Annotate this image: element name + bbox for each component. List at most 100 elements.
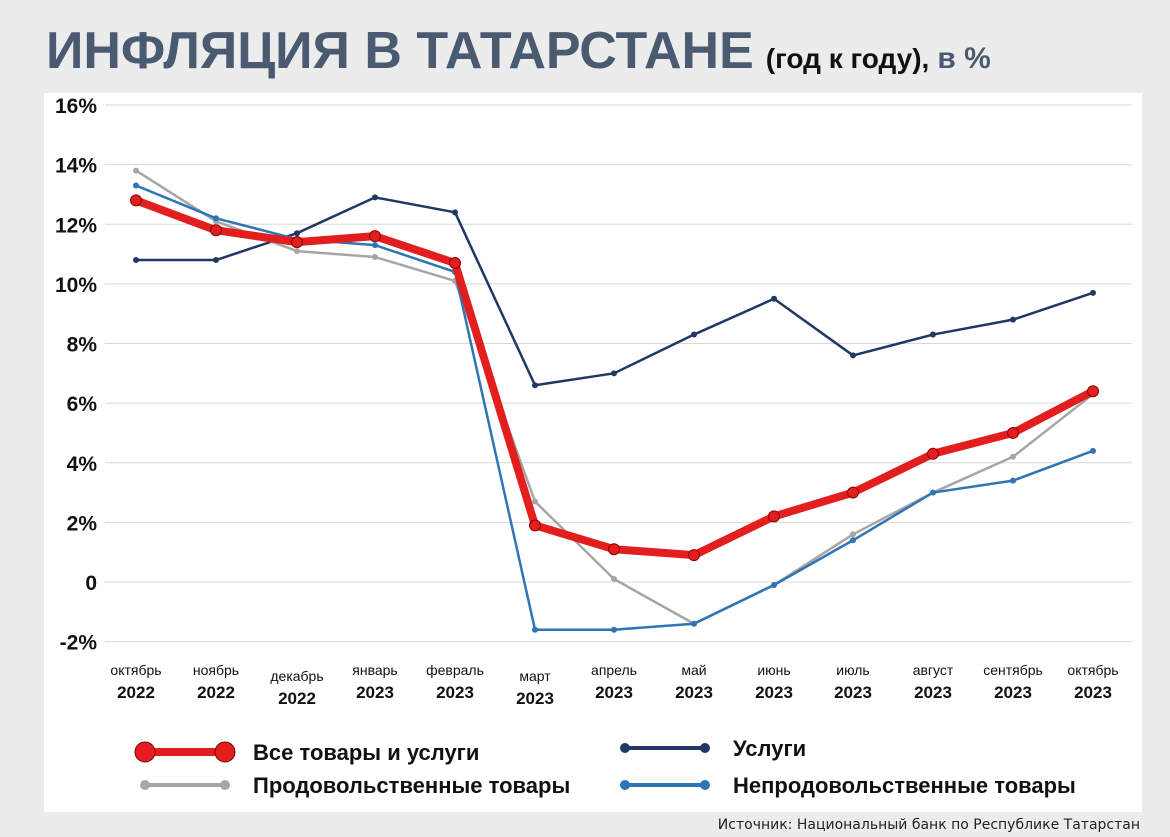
legend-marker	[140, 780, 150, 790]
x-tick-year: 2023	[595, 683, 633, 702]
x-tick-year: 2023	[436, 683, 474, 702]
data-point	[688, 549, 700, 562]
y-tick-label: 2%	[67, 512, 98, 535]
x-tick-year: 2022	[278, 689, 316, 708]
legend-item: Услуги	[620, 736, 806, 761]
plot-panel	[44, 93, 1142, 812]
y-tick-label: 4%	[67, 453, 98, 476]
data-point	[691, 331, 697, 338]
x-tick-year: 2022	[197, 683, 235, 702]
legend-marker	[620, 743, 630, 753]
data-point	[850, 531, 856, 538]
legend-marker	[214, 741, 236, 763]
x-tick-month: март	[519, 668, 551, 684]
legend-label: Все товары и услуги	[253, 740, 479, 765]
data-point	[1090, 289, 1096, 296]
chart-heading: ИНФЛЯЦИЯ В ТАТАРСТАНЕ (год к году), в %	[46, 22, 991, 80]
x-tick-year: 2023	[914, 683, 952, 702]
x-tick-month: апрель	[591, 662, 637, 678]
data-point	[847, 486, 859, 499]
data-point	[130, 194, 142, 207]
x-tick-month: декабрь	[270, 668, 323, 684]
data-point	[1010, 316, 1016, 323]
data-point	[930, 331, 936, 338]
x-tick-year: 2023	[994, 683, 1032, 702]
data-point	[133, 167, 139, 174]
data-point	[611, 626, 617, 633]
x-tick-month: сентябрь	[983, 662, 1043, 678]
legend-marker	[134, 741, 156, 763]
data-point	[372, 194, 378, 201]
x-tick-year: 2023	[1074, 683, 1112, 702]
data-point	[771, 295, 777, 302]
data-point	[133, 257, 139, 264]
data-point	[532, 498, 538, 505]
data-point	[850, 537, 856, 544]
data-point	[213, 215, 219, 222]
data-point	[294, 230, 300, 237]
y-tick-label: 12%	[55, 214, 97, 237]
data-point	[532, 626, 538, 633]
chart-title: ИНФЛЯЦИЯ В ТАТАРСТАНЕ	[46, 22, 754, 80]
data-point	[930, 489, 936, 496]
legend-marker	[700, 780, 710, 790]
legend-item: Все товары и услуги	[134, 740, 479, 765]
y-tick-label: -2%	[60, 632, 98, 655]
data-point	[291, 236, 303, 249]
data-point	[369, 230, 381, 243]
x-tick-month: ноябрь	[193, 662, 239, 678]
x-tick-year: 2023	[834, 683, 872, 702]
y-tick-label: 8%	[67, 334, 98, 357]
data-point	[611, 576, 617, 583]
x-tick-year: 2023	[516, 689, 554, 708]
data-point	[850, 352, 856, 359]
legend-label: Услуги	[733, 736, 806, 761]
data-point	[1087, 385, 1099, 398]
x-tick-month: октябрь	[1067, 662, 1118, 678]
x-tick-year: 2023	[755, 683, 793, 702]
y-tick-label: 0	[85, 572, 97, 595]
y-tick-label: 10%	[55, 274, 97, 297]
data-point	[768, 510, 780, 523]
x-tick-month: август	[913, 662, 954, 678]
y-tick-label: 14%	[55, 155, 97, 178]
data-point	[608, 543, 620, 556]
data-point	[449, 257, 461, 270]
unit-label: в %	[937, 42, 990, 75]
data-point	[1090, 447, 1096, 454]
data-point	[529, 519, 541, 532]
legend-item: Продовольственные товары	[140, 773, 570, 798]
x-tick-month: январь	[352, 662, 397, 678]
data-point	[372, 242, 378, 249]
data-point	[372, 254, 378, 261]
data-point	[927, 447, 939, 460]
x-tick-month: июнь	[757, 662, 790, 678]
source-note: Источник: Национальный банк по Республик…	[718, 817, 1140, 833]
legend-marker	[620, 780, 630, 790]
x-tick-year: 2023	[356, 683, 394, 702]
data-point	[1010, 477, 1016, 484]
y-tick-label: 6%	[67, 393, 98, 416]
legend-marker	[220, 780, 230, 790]
x-tick-month: февраль	[426, 662, 484, 678]
data-point	[771, 581, 777, 588]
data-point	[1010, 453, 1016, 460]
data-point	[452, 209, 458, 216]
x-tick-month: октябрь	[110, 662, 161, 678]
x-tick-year: 2023	[675, 683, 713, 702]
data-point	[691, 620, 697, 627]
legend-label: Непродовольственные товары	[733, 773, 1076, 798]
x-tick-year: 2022	[117, 683, 155, 702]
legend-label: Продовольственные товары	[253, 773, 570, 798]
data-point	[133, 182, 139, 189]
data-point	[210, 224, 222, 237]
x-tick-month: май	[681, 662, 706, 678]
data-point	[532, 382, 538, 389]
y-tick-label: 16%	[55, 95, 97, 118]
data-point	[213, 257, 219, 264]
data-point	[611, 370, 617, 377]
chart-subtitle: (год к году),	[766, 43, 930, 74]
data-point	[294, 248, 300, 255]
legend-marker	[700, 743, 710, 753]
